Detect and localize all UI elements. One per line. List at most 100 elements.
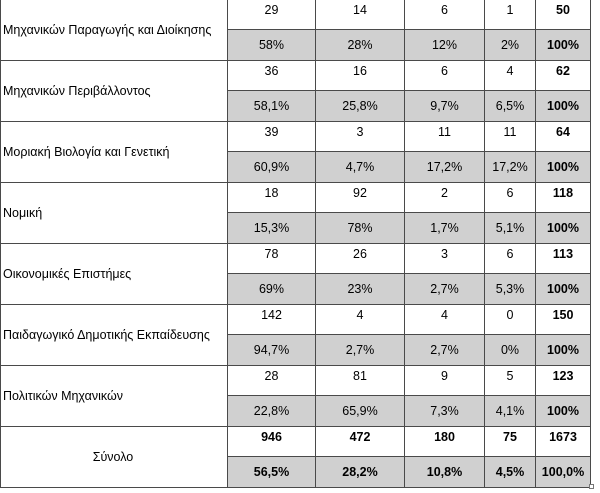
row-total-percent: 100% (535, 151, 591, 183)
percent-cell: 28% (315, 29, 405, 61)
count-cell: 2 (404, 182, 485, 213)
percent-cell: 15,3% (227, 212, 316, 244)
count-cell: 11 (484, 121, 536, 152)
row-total-percent: 100% (535, 273, 591, 305)
table-row: Μοριακή Βιολογία και Γενετική 39 3 11 11 64 (0, 121, 591, 183)
table-row: Παιδαγωγικό Δημοτικής Εκπαίδευσης 142 4 4 0 1… (0, 304, 591, 366)
count-cell: 75 (484, 426, 536, 457)
row-total-percent: 100% (535, 334, 591, 366)
percent-cell: 22,8% (227, 395, 316, 427)
count-cell: 6 (404, 0, 485, 30)
row-total-percent: 100% (535, 29, 591, 61)
count-cell: 1 (484, 0, 536, 30)
table-row: Μηχανικών Παραγωγής και Διοίκησης 29 14 6 1 5… (0, 0, 591, 61)
percent-cell: 5,3% (484, 273, 536, 305)
table-body: Μηχανικών Παραγωγής και Διοίκησης 29 14 6 1 5… (0, 0, 591, 488)
department-name: Μηχανικών Περιβάλλοντος (0, 60, 228, 122)
count-cell: 29 (227, 0, 316, 30)
department-name: Μηχανικών Παραγωγής και Διοίκησης (0, 0, 228, 61)
table-row: Πολιτικών Μηχανικών 28 81 9 5 123 (0, 365, 591, 427)
count-cell: 180 (404, 426, 485, 457)
department-name: Πολιτικών Μηχανικών (0, 365, 228, 427)
count-cell: 92 (315, 182, 405, 213)
percent-cell: 6,5% (484, 90, 536, 122)
percent-cell: 17,2% (404, 151, 485, 183)
row-total-percent: 100% (535, 395, 591, 427)
percent-cell: 4,5% (484, 456, 536, 488)
percent-row: 69% 23% 2,7% 5,3% 100% (1, 273, 591, 305)
percent-cell: 60,9% (227, 151, 316, 183)
resize-handle[interactable] (589, 484, 594, 489)
percent-cell: 69% (227, 273, 316, 305)
percent-cell: 58% (227, 29, 316, 61)
count-cell: 4 (404, 304, 485, 335)
percent-cell: 7,3% (404, 395, 485, 427)
table-row: Νομική 18 92 2 6 118 (0, 182, 591, 244)
count-cell: 26 (315, 243, 405, 274)
row-total-count: 150 (535, 304, 591, 335)
percent-cell: 2,7% (404, 334, 485, 366)
count-cell: 6 (484, 182, 536, 213)
count-cell: 472 (315, 426, 405, 457)
department-name: Μοριακή Βιολογία και Γενετική (0, 121, 228, 183)
row-total-count: 123 (535, 365, 591, 396)
percent-cell: 2% (484, 29, 536, 61)
count-cell: 0 (484, 304, 536, 335)
count-cell: 6 (404, 60, 485, 91)
department-name: Οικονομικές Επιστήμες (0, 243, 228, 305)
percent-cell: 94,7% (227, 334, 316, 366)
percent-cell: 5,1% (484, 212, 536, 244)
count-cell: 39 (227, 121, 316, 152)
row-total-percent: 100% (535, 90, 591, 122)
row-total-percent: 100,0% (535, 456, 591, 488)
count-cell: 4 (484, 60, 536, 91)
count-cell: 36 (227, 60, 316, 91)
count-cell: 4 (315, 304, 405, 335)
total-percent-row: 56,5% 28,2% 10,8% 4,5% 100,0% (1, 456, 591, 488)
total-label: Σύνολο (0, 426, 228, 488)
row-total-percent: 100% (535, 212, 591, 244)
row-total-count: 118 (535, 182, 591, 213)
percent-cell: 25,8% (315, 90, 405, 122)
count-cell: 6 (484, 243, 536, 274)
percent-cell: 17,2% (484, 151, 536, 183)
count-cell: 18 (227, 182, 316, 213)
percent-row: 15,3% 78% 1,7% 5,1% 100% (1, 212, 591, 244)
percent-cell: 2,7% (315, 334, 405, 366)
department-name: Νομική (0, 182, 228, 244)
row-total-count: 64 (535, 121, 591, 152)
count-cell: 9 (404, 365, 485, 396)
row-total-count: 50 (535, 0, 591, 30)
percent-cell: 58,1% (227, 90, 316, 122)
row-total-count: 1673 (535, 426, 591, 457)
count-cell: 28 (227, 365, 316, 396)
percent-row: 60,9% 4,7% 17,2% 17,2% 100% (1, 151, 591, 183)
total-count-row: Σύνολο 946 472 180 75 1673 (0, 426, 591, 488)
percent-row: 58% 28% 12% 2% 100% (1, 29, 591, 61)
count-cell: 81 (315, 365, 405, 396)
percent-cell: 65,9% (315, 395, 405, 427)
count-cell: 11 (404, 121, 485, 152)
percent-cell: 12% (404, 29, 485, 61)
percent-row: 94,7% 2,7% 2,7% 0% 100% (1, 334, 591, 366)
percent-cell: 4,1% (484, 395, 536, 427)
percent-cell: 4,7% (315, 151, 405, 183)
percent-cell: 10,8% (404, 456, 485, 488)
count-cell: 78 (227, 243, 316, 274)
percent-cell: 56,5% (227, 456, 316, 488)
percent-cell: 28,2% (315, 456, 405, 488)
percent-cell: 23% (315, 273, 405, 305)
count-cell: 3 (315, 121, 405, 152)
table-row: Οικονομικές Επιστήμες 78 26 3 6 113 (0, 243, 591, 305)
percent-cell: 9,7% (404, 90, 485, 122)
row-total-count: 113 (535, 243, 591, 274)
count-cell: 142 (227, 304, 316, 335)
count-cell: 16 (315, 60, 405, 91)
count-cell: 946 (227, 426, 316, 457)
percent-cell: 78% (315, 212, 405, 244)
count-cell: 3 (404, 243, 485, 274)
percent-cell: 0% (484, 334, 536, 366)
row-total-count: 62 (535, 60, 591, 91)
count-cell: 5 (484, 365, 536, 396)
department-name: Παιδαγωγικό Δημοτικής Εκπαίδευσης (0, 304, 228, 366)
